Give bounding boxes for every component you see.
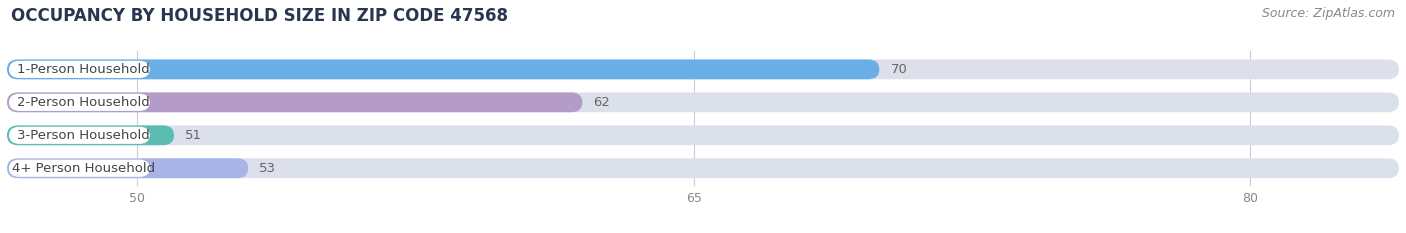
Text: 1-Person Household: 1-Person Household — [17, 63, 149, 76]
FancyBboxPatch shape — [7, 158, 249, 178]
Text: Source: ZipAtlas.com: Source: ZipAtlas.com — [1261, 7, 1395, 20]
FancyBboxPatch shape — [7, 93, 1399, 112]
Text: 62: 62 — [593, 96, 610, 109]
Text: 2-Person Household: 2-Person Household — [17, 96, 149, 109]
Text: OCCUPANCY BY HOUSEHOLD SIZE IN ZIP CODE 47568: OCCUPANCY BY HOUSEHOLD SIZE IN ZIP CODE … — [11, 7, 508, 25]
Text: 3-Person Household: 3-Person Household — [17, 129, 149, 142]
Text: 51: 51 — [186, 129, 202, 142]
FancyBboxPatch shape — [7, 125, 174, 145]
FancyBboxPatch shape — [8, 61, 150, 78]
Text: 70: 70 — [890, 63, 907, 76]
FancyBboxPatch shape — [8, 94, 150, 111]
Text: 53: 53 — [260, 162, 277, 175]
FancyBboxPatch shape — [7, 59, 1399, 79]
FancyBboxPatch shape — [7, 125, 1399, 145]
FancyBboxPatch shape — [8, 127, 150, 144]
FancyBboxPatch shape — [7, 59, 879, 79]
FancyBboxPatch shape — [8, 160, 150, 177]
Text: 4+ Person Household: 4+ Person Household — [11, 162, 155, 175]
FancyBboxPatch shape — [7, 158, 1399, 178]
FancyBboxPatch shape — [7, 93, 582, 112]
